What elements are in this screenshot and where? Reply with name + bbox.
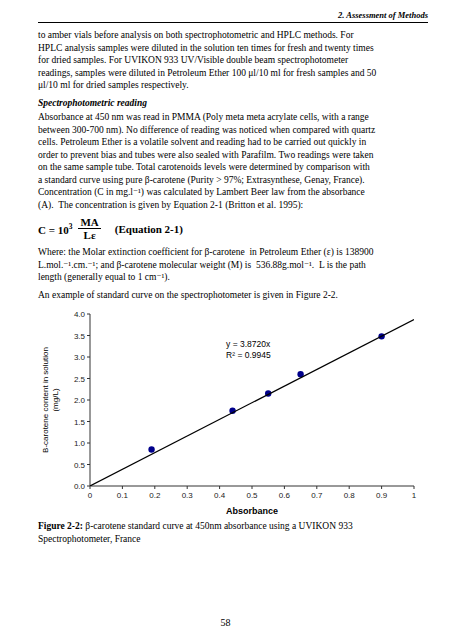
caption: Figure 2-2: β-carotene standard curve at…: [38, 520, 428, 545]
y-tick-label: 4.0: [74, 310, 86, 319]
x-tick: [284, 486, 285, 489]
x-tick-label: 0: [88, 491, 93, 500]
paragraph: Absorbance at 450 nm was read in PMMA (P…: [38, 111, 428, 211]
y-tick-label: 2.5: [74, 375, 86, 384]
y-axis-label-line: (mg/L): [51, 388, 60, 411]
caption-label: Figure 2-2:: [38, 521, 83, 531]
header: 2. Assessment of Methods: [38, 10, 428, 23]
equation-lhs: C = 103: [38, 222, 72, 236]
y-tick: [87, 443, 90, 444]
annotation-line: R² = 0.9945: [226, 350, 271, 360]
paragraph: to amber vials before analysis on both s…: [38, 29, 428, 92]
x-tick: [252, 486, 253, 489]
annotation: y = 3.8720xR² = 0.9945: [226, 339, 271, 360]
x-tick: [187, 486, 188, 489]
x-tick: [122, 486, 123, 489]
y-tick: [87, 464, 90, 465]
data-point: [148, 446, 154, 452]
y-tick-label: 0.0: [74, 482, 86, 491]
y-tick-label: 1.5: [74, 418, 86, 427]
x-tick: [381, 486, 382, 489]
page-number: 58: [0, 617, 451, 628]
x-tick-label: 0.5: [246, 491, 258, 500]
x-tick-label: 0.8: [344, 491, 356, 500]
y-tick: [87, 378, 90, 379]
y-tick: [87, 486, 90, 487]
x-tick: [219, 486, 220, 489]
y-tick: [87, 357, 90, 358]
x-tick: [349, 486, 350, 489]
x-tick: [316, 486, 317, 489]
y-tick: [87, 314, 90, 315]
equation: C = 103 MALε (Equation 2-1): [38, 216, 428, 241]
y-tick-label: 0.5: [74, 461, 86, 470]
x-tick-label: 0.9: [376, 491, 388, 500]
x-tick-label: 0.1: [117, 491, 129, 500]
x-tick: [154, 486, 155, 489]
y-tick: [87, 400, 90, 401]
x-axis-label: Absorbance: [226, 506, 278, 516]
x-tick-label: 0.4: [214, 491, 226, 500]
page: 2. Assessment of Methods to amber vials b…: [38, 10, 428, 545]
y-axis-label-line: B-carotene content in solution: [41, 347, 50, 453]
equation-numerator: MA: [78, 216, 100, 229]
paragraph: An example of standard curve on the spec…: [38, 289, 428, 302]
equation-fraction: MALε: [78, 216, 100, 241]
x-tick-label: 0.6: [279, 491, 291, 500]
equation-sup: 3: [69, 222, 73, 231]
annotation-line: y = 3.8720x: [226, 339, 271, 349]
x-tick-label: 0.7: [311, 491, 323, 500]
caption-text: β-carotene standard curve at 450nm absor…: [38, 521, 353, 544]
y-axis-label: B-carotene content in solution(mg/L): [41, 347, 60, 453]
y-tick-label: 1.0: [74, 439, 86, 448]
plot-marks: [90, 320, 414, 486]
equation-denominator: Lε: [82, 229, 98, 241]
x-tick-label: 0.2: [149, 491, 161, 500]
y-tick: [87, 421, 90, 422]
y-tick-label: 2.0: [74, 396, 86, 405]
y-tick-label: 3.5: [74, 332, 86, 341]
chart: 0 0.1 0.2 0.3 0.4 0.5 0.6 0.7 0.8 0.9 1 0.0 0.5 1.0 1.…: [38, 306, 428, 518]
x-tick-label: 0.3: [182, 491, 194, 500]
x-tick-label: 1: [412, 491, 417, 500]
paragraph: Where: the Molar extinction coefficient …: [38, 246, 428, 284]
equation-label: (Equation 2-1): [115, 223, 183, 235]
y-tick: [87, 335, 90, 336]
x-tick: [414, 486, 415, 489]
section-title: Spectrophotometric reading: [38, 97, 428, 110]
trend-line: [90, 320, 414, 486]
y-tick-label: 3.0: [74, 353, 86, 362]
